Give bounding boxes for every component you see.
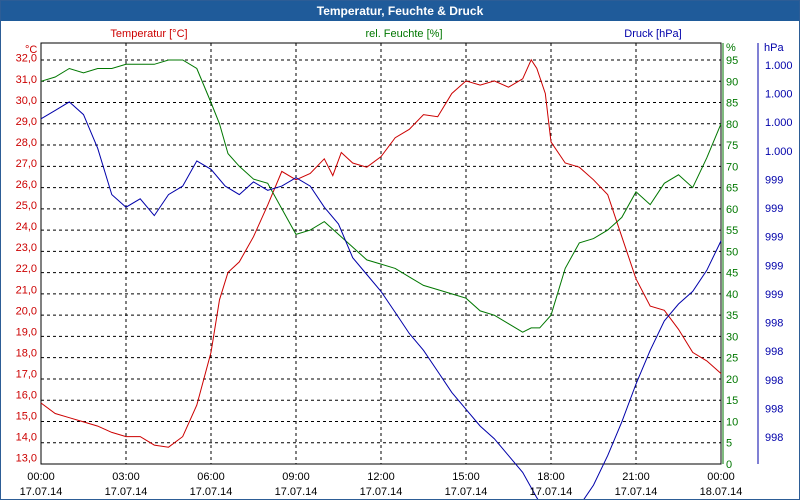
x-tick-time: 15:00 [452, 471, 480, 483]
pressure-tick-label: 998 [765, 318, 783, 330]
x-tick-time: 03:00 [112, 471, 140, 483]
pressure-tick-label: 999 [765, 260, 783, 272]
humidity-tick-label: 20 [726, 374, 738, 386]
temperature-tick-label: 32,0 [16, 53, 37, 65]
humidity-tick-label: 30 [726, 331, 738, 343]
x-tick-time: 09:00 [282, 471, 310, 483]
temperature-tick-label: 14,0 [16, 432, 37, 444]
temperature-tick-label: 30,0 [16, 95, 37, 107]
pressure-tick-label: 998 [765, 346, 783, 358]
humidity-tick-label: 15 [726, 395, 738, 407]
x-tick-date: 17.07.14 [445, 486, 488, 498]
temperature-tick-label: 17,0 [16, 369, 37, 381]
humidity-tick-label: 10 [726, 417, 738, 429]
series [40, 58, 722, 499]
temperature-tick-label: 15,0 [16, 411, 37, 423]
pressure-tick-label: 1.000 [765, 60, 793, 72]
x-tick-date: 17.07.14 [615, 486, 658, 498]
temperature-series-line [40, 58, 722, 448]
humidity-tick-label: 25 [726, 353, 738, 365]
tick-labels: 32,0 31,0 30,0 29,0 28,0 27,0 26,0 25,0 24,0 23,0… [16, 53, 793, 498]
x-tick-time: 06:00 [197, 471, 225, 483]
humidity-tick-label: 70 [726, 161, 738, 173]
humidity-axis-label: rel. Feuchte [%] [365, 28, 442, 40]
pressure-tick-label: 1.000 [765, 89, 793, 101]
temperature-tick-label: 27,0 [16, 158, 37, 170]
humidity-tick-label: 45 [726, 268, 738, 280]
plot-frame [40, 42, 722, 465]
humidity-tick-label: 85 [726, 98, 738, 110]
pressure-tick-label: 999 [765, 203, 783, 215]
temperature-axis-label: Temperatur [°C] [110, 28, 187, 40]
pressure-tick-label: 1.000 [765, 117, 793, 129]
temperature-tick-label: 20,0 [16, 305, 37, 317]
axes [40, 42, 759, 465]
pressure-tick-label: 999 [765, 175, 783, 187]
x-tick-time: 12:00 [367, 471, 395, 483]
pressure-tick-label: 998 [765, 375, 783, 387]
humidity-tick-label: 50 [726, 246, 738, 258]
temperature-tick-label: 29,0 [16, 116, 37, 128]
x-tick-time: 18:00 [537, 471, 565, 483]
temperature-tick-label: 22,0 [16, 263, 37, 275]
x-tick-date: 17.07.14 [275, 486, 318, 498]
pressure-tick-label: 998 [765, 403, 783, 415]
temperature-tick-label: 18,0 [16, 347, 37, 359]
humidity-tick-label: 80 [726, 119, 738, 131]
pressure-tick-label: 1.000 [765, 146, 793, 158]
temperature-tick-label: 28,0 [16, 137, 37, 149]
humidity-tick-label: 75 [726, 140, 738, 152]
humidity-tick-label: 65 [726, 183, 738, 195]
humidity-tick-label: 60 [726, 204, 738, 216]
humidity-tick-label: 90 [726, 76, 738, 88]
x-tick-date: 17.07.14 [530, 486, 573, 498]
humidity-tick-label: 35 [726, 310, 738, 322]
humidity-unit: % [726, 42, 736, 54]
x-tick-time: 00:00 [27, 471, 55, 483]
temperature-tick-label: 31,0 [16, 74, 37, 86]
humidity-tick-label: 0 [726, 459, 732, 471]
temperature-tick-label: 16,0 [16, 390, 37, 402]
humidity-tick-label: 95 [726, 55, 738, 67]
x-tick-date: 17.07.14 [20, 486, 63, 498]
x-tick-date: 18.07.14 [700, 486, 743, 498]
pressure-tick-label: 999 [765, 289, 783, 301]
chart-svg: Temperatur [°C] rel. Feuchte [%] Druck [… [16, 28, 793, 499]
x-tick-date: 17.07.14 [190, 486, 233, 498]
humidity-tick-label: 5 [726, 438, 732, 450]
temperature-unit: °C [25, 44, 37, 56]
x-tick-date: 17.07.14 [360, 486, 403, 498]
pressure-series-line [40, 101, 722, 499]
temperature-tick-label: 13,0 [16, 453, 37, 465]
humidity-series-line [40, 59, 722, 333]
temperature-tick-label: 21,0 [16, 284, 37, 296]
humidity-tick-label: 40 [726, 289, 738, 301]
temperature-tick-label: 23,0 [16, 242, 37, 254]
temperature-tick-label: 24,0 [16, 221, 37, 233]
pressure-axis-label: Druck [hPa] [624, 28, 681, 40]
temperature-tick-label: 25,0 [16, 200, 37, 212]
x-tick-time: 00:00 [707, 471, 735, 483]
humidity-tick-label: 55 [726, 225, 738, 237]
x-tick-time: 21:00 [622, 471, 650, 483]
pressure-unit: hPa [764, 42, 784, 54]
grid [41, 43, 721, 464]
temperature-tick-label: 19,0 [16, 326, 37, 338]
x-tick-date: 17.07.14 [105, 486, 148, 498]
pressure-tick-label: 998 [765, 432, 783, 444]
pressure-tick-label: 999 [765, 232, 783, 244]
temperature-tick-label: 26,0 [16, 179, 37, 191]
chart-title: Temperatur, Feuchte & Druck [1, 1, 799, 21]
